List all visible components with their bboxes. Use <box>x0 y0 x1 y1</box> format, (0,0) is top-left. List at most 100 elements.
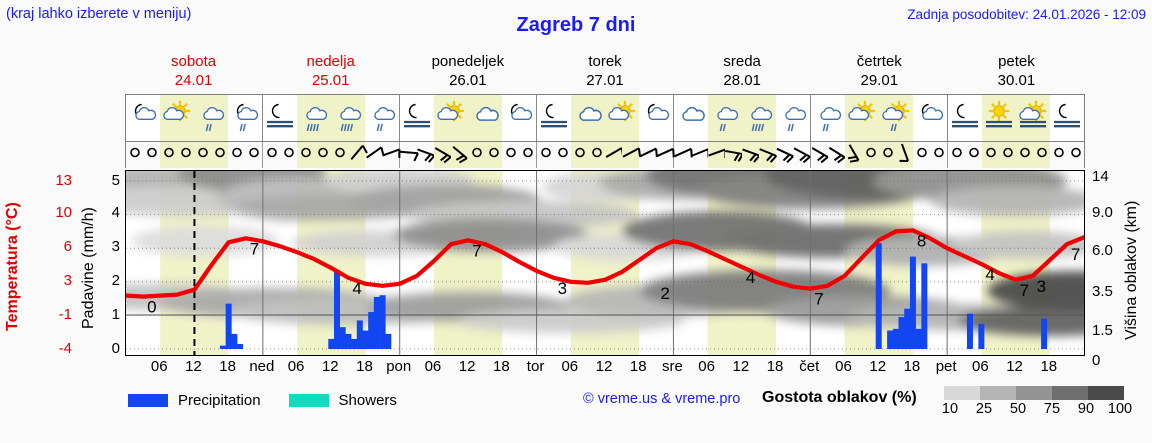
day-date: 29.01 <box>860 72 899 89</box>
day-name: sobota <box>171 53 217 70</box>
wind-cell <box>399 142 419 168</box>
wind-cell <box>554 142 571 168</box>
precipitation-tick: 1 <box>111 306 120 323</box>
wind-cell <box>211 142 228 168</box>
x-axis-label: 06 <box>972 358 989 375</box>
cloud-rain-icon <box>365 98 399 138</box>
precipitation-tick: 4 <box>111 204 120 221</box>
wind-barb-icon <box>361 141 387 170</box>
day-date: 26.01 <box>449 72 487 89</box>
weather-icon-cell <box>537 95 571 141</box>
last-update-label: Zadnja posodobitev: 24.01.2026 - 12:09 <box>907 7 1146 22</box>
icon-day-petek <box>948 95 1084 141</box>
wind-cell <box>948 142 965 168</box>
wind-cell <box>348 142 368 168</box>
x-axis-label: 12 <box>458 358 476 375</box>
wind-barb-icon <box>721 141 747 170</box>
wind-calm-icon <box>229 145 245 166</box>
wind-cell <box>588 142 605 168</box>
svg-text:0: 0 <box>147 298 156 317</box>
copyright-link[interactable]: © vreme.us & vreme.pro <box>583 391 741 407</box>
wind-day-sobota <box>126 142 263 168</box>
cloud-rain-icon <box>811 98 845 138</box>
wind-cell <box>845 142 862 168</box>
wind-calm-icon <box>1000 145 1016 166</box>
sun-cloud-fog-icon <box>1016 98 1050 138</box>
wind-calm-icon <box>914 145 930 166</box>
wind-calm-icon <box>503 145 519 166</box>
cloud-height-tick: 6.0 <box>1092 242 1113 259</box>
temperature-tick: -1 <box>58 306 72 323</box>
sun-cloud-icon <box>605 98 639 138</box>
day-column-petek: petek 30.01 <box>948 52 1085 92</box>
temperature-tick: 10 <box>55 204 72 221</box>
wind-cell <box>160 142 177 168</box>
cloud-density-swatch <box>1016 386 1052 400</box>
weather-icon-cell <box>708 95 742 141</box>
wind-calm-icon <box>538 145 554 166</box>
icon-day-sobota <box>126 95 263 141</box>
wind-day-sreda <box>673 141 811 170</box>
wind-cell <box>982 142 999 168</box>
wind-barb-strip <box>125 142 1085 168</box>
wind-cell <box>1050 142 1067 168</box>
wind-calm-icon <box>161 145 177 166</box>
precipitation-legend: Precipitation Showers <box>128 388 397 412</box>
wind-calm-icon <box>298 145 314 166</box>
weather-icon-cell <box>263 95 297 141</box>
x-axis-label: 06 <box>150 358 168 375</box>
wind-barb-icon <box>413 141 439 170</box>
wind-calm-icon <box>572 145 588 166</box>
moon-cloud-icon <box>502 98 536 138</box>
x-axis-label: 18 <box>356 358 373 375</box>
weather-icon-cell <box>297 95 331 141</box>
cloud-density-swatch <box>980 386 1016 400</box>
wind-calm-icon <box>966 145 982 166</box>
wind-calm-icon <box>246 145 262 166</box>
wind-calm-icon <box>469 145 485 166</box>
wind-calm-icon <box>144 145 160 166</box>
x-axis-label: 06 <box>698 358 715 375</box>
wind-cell <box>758 142 777 168</box>
day-header-row: sobota 24.01 nedelja 25.01 ponedeljek 26.01 to… <box>125 52 1085 92</box>
moon-fog-icon <box>537 98 571 138</box>
cloud-rain-icon <box>776 98 810 138</box>
x-axis-label: ned <box>249 358 275 375</box>
wind-barb-icon <box>892 141 918 170</box>
precipitation-tick: 3 <box>111 238 120 255</box>
x-axis-label: 18 <box>903 358 921 375</box>
icon-day-ponedeljek <box>400 95 537 141</box>
day-name: nedelja <box>306 53 355 70</box>
wind-day-petek <box>948 142 1084 168</box>
icon-day-četrtek <box>811 95 948 141</box>
precipitation-tick: 2 <box>111 272 120 289</box>
cloud-density-tick: 100 <box>1107 401 1133 417</box>
wind-calm-icon <box>863 145 879 166</box>
wind-cell <box>280 142 297 168</box>
wind-cell <box>381 142 400 168</box>
wind-calm-icon <box>1068 145 1084 166</box>
svg-text:7: 7 <box>250 239 259 258</box>
wind-cell <box>828 142 845 168</box>
weather-icon-cell <box>400 95 434 141</box>
temperature-tick: 3 <box>63 272 72 289</box>
cloud-rain-heavy-icon <box>331 98 365 138</box>
temperature-tick: -4 <box>58 340 72 357</box>
svg-text:3: 3 <box>558 279 567 298</box>
wind-barb-icon <box>670 141 696 170</box>
wind-cell <box>622 142 641 168</box>
wind-barb-icon <box>344 141 370 170</box>
weather-icon-cell <box>365 95 399 141</box>
wind-cell <box>1033 142 1050 168</box>
weather-icon-cell <box>845 95 879 141</box>
weather-icon-cell <box>605 95 639 141</box>
cloud-icon <box>571 98 605 138</box>
wind-cell <box>331 142 348 168</box>
weather-icon-cell <box>434 95 468 141</box>
weather-icon-cell <box>982 95 1016 141</box>
icon-day-nedelja <box>263 95 400 141</box>
temperature-axis-title: Temperatura (°C) <box>4 202 21 332</box>
svg-text:7: 7 <box>472 241 481 260</box>
cloud-height-tick: 0 <box>1092 352 1101 369</box>
weather-icon-cell <box>331 95 365 141</box>
